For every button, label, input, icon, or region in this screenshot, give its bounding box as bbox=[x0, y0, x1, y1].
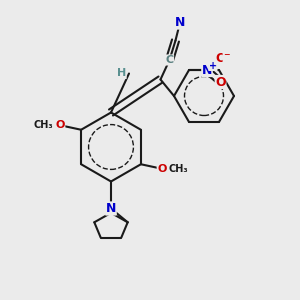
Text: O: O bbox=[157, 164, 167, 174]
Text: O: O bbox=[215, 76, 226, 88]
Text: CH₃: CH₃ bbox=[34, 120, 53, 130]
Text: O: O bbox=[56, 120, 65, 130]
Text: N: N bbox=[175, 16, 185, 29]
Text: ⁻: ⁻ bbox=[223, 52, 230, 64]
Text: H: H bbox=[117, 68, 126, 79]
Text: N: N bbox=[106, 202, 116, 215]
Text: C: C bbox=[165, 55, 174, 65]
Text: +: + bbox=[209, 61, 217, 70]
Text: N: N bbox=[202, 64, 212, 76]
Text: O: O bbox=[215, 52, 226, 64]
Text: CH₃: CH₃ bbox=[169, 164, 188, 174]
